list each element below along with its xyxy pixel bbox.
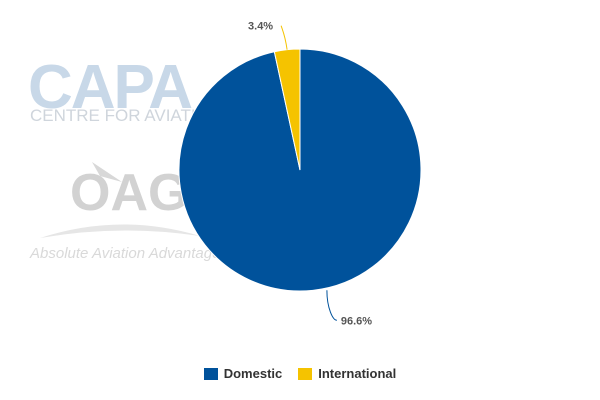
pie-slices (178, 48, 422, 292)
legend-swatch-domestic (203, 367, 218, 380)
oag-underline-swoosh-icon (40, 224, 200, 238)
data-label-domestic: 96.6% (341, 315, 372, 327)
legend-item-international[interactable]: International (298, 366, 396, 381)
data-label-international: 3.4% (248, 21, 273, 33)
capa-watermark-logo: CAPA (28, 53, 192, 122)
watermark: CAPA CENTRE FOR AVIATION OAG Absolute Av… (28, 53, 221, 262)
legend-swatch-international (298, 367, 313, 380)
oag-swoosh-icon (92, 162, 122, 182)
legend-item-domestic[interactable]: Domestic (203, 366, 283, 381)
label-connector-domestic (326, 290, 338, 321)
oag-watermark-logo: OAG (70, 164, 188, 222)
pie-data-labels: 96.6% 3.4% (248, 21, 372, 328)
legend-label-international: International (318, 366, 397, 381)
label-connector-international (280, 25, 288, 50)
legend: Domestic International (0, 366, 600, 381)
legend-label-domestic: Domestic (223, 366, 283, 381)
capa-watermark-subtitle: CENTRE FOR AVIATION (30, 106, 221, 125)
pie-slice-international[interactable] (273, 48, 301, 171)
oag-watermark-tagline: Absolute Aviation Advantage (29, 245, 220, 262)
